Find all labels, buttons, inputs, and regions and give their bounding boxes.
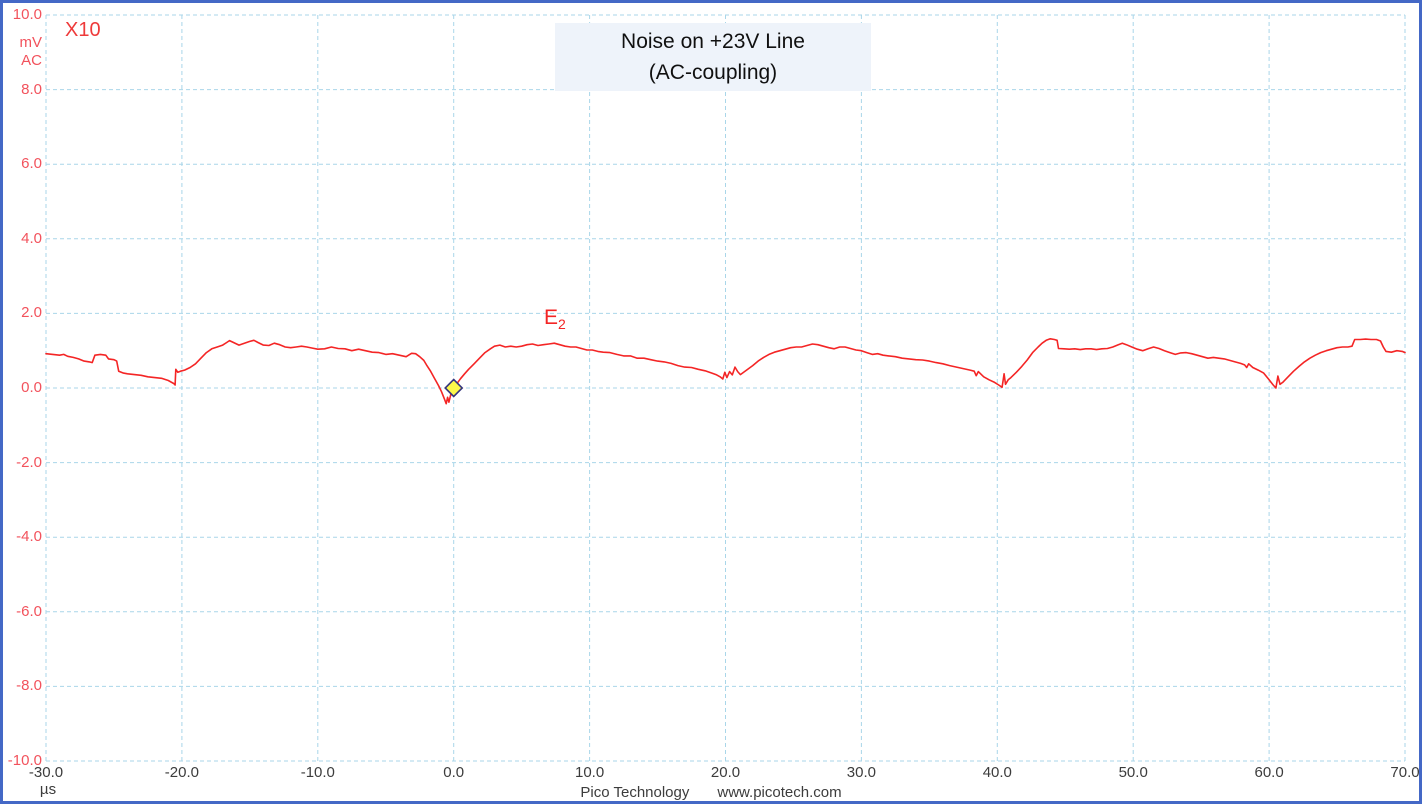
y-tick-label: -10.0 <box>7 752 42 769</box>
scope-view: 10.0 8.0 6.0 4.0 2.0 0.0 -2.0 -4.0 -6.0 -8.0 -10.0… <box>3 3 1420 802</box>
x-tick-label: 20.0 <box>710 764 741 781</box>
trace-label-letter: E <box>544 306 559 329</box>
footer-url[interactable]: www.picotech.com <box>717 784 842 801</box>
x-tick-label: 10.0 <box>574 764 605 781</box>
y-tick-label: 4.0 <box>21 229 42 247</box>
chart-title-line1: Noise on +23V Line <box>621 30 805 53</box>
y-tick-label: 2.0 <box>21 304 42 322</box>
chart-title-line2: (AC-coupling) <box>648 61 778 84</box>
y-axis-unit-label: mV <box>19 34 43 51</box>
x-axis-unit-label: µs <box>39 781 57 798</box>
trace-label-subscript: 2 <box>558 316 566 333</box>
y-tick-label: -4.0 <box>16 528 42 546</box>
x-tick-label: -10.0 <box>300 764 335 781</box>
x-tick-label: 60.0 <box>1254 764 1284 781</box>
x-tick-label: -30.0 <box>28 764 64 781</box>
x-tick-label: 30.0 <box>846 764 876 781</box>
trace-label: E2 <box>544 306 566 332</box>
x-tick-label: -20.0 <box>164 764 199 781</box>
x-tick-label: 40.0 <box>982 764 1012 781</box>
x-tick-label: 0.0 <box>443 764 465 781</box>
y-axis-coupling-label: AC <box>21 52 42 69</box>
y-tick-label: 0.0 <box>21 379 42 396</box>
y-tick-label: 10.0 <box>12 6 42 23</box>
waveform-trace <box>45 337 1406 405</box>
y-tick-label: -2.0 <box>16 453 42 471</box>
trigger-marker[interactable] <box>444 378 464 398</box>
footer-brand: Pico Technology <box>580 784 690 801</box>
chart-title: Noise on +23V Line (AC-coupling) <box>555 23 871 91</box>
y-tick-label: -6.0 <box>16 602 42 620</box>
x-tick-label: 70.0 <box>1390 764 1420 781</box>
y-tick-label: 8.0 <box>21 80 42 98</box>
footer: Pico Technology www.picotech.com <box>3 784 1419 801</box>
x-tick-label: 50.0 <box>1118 764 1148 781</box>
y-tick-label: 6.0 <box>21 155 42 173</box>
plot-area <box>45 14 1406 762</box>
probe-multiplier-label: X10 <box>65 19 101 41</box>
y-tick-label: -8.0 <box>16 677 42 695</box>
